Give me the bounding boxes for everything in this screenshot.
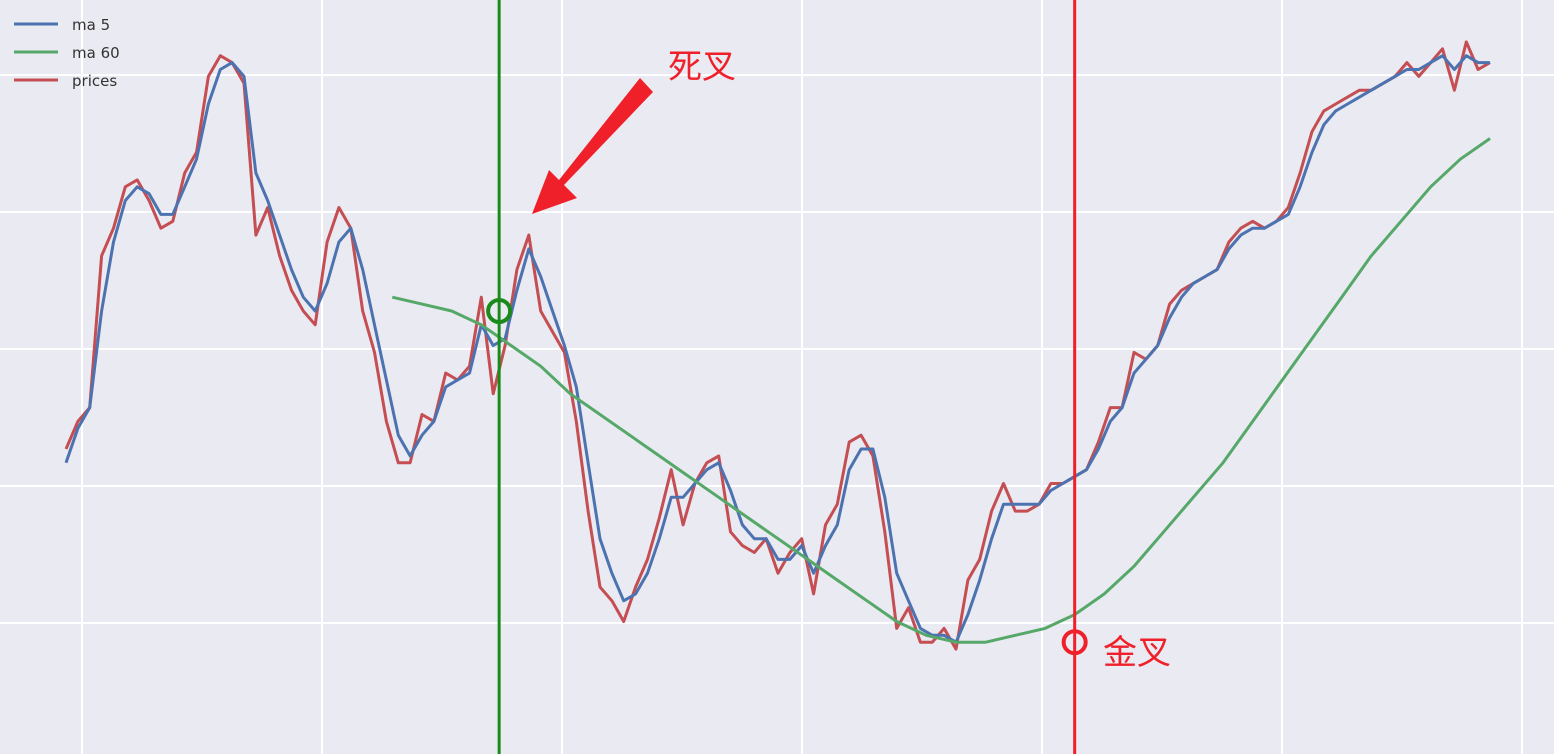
series-ma5-line — [64, 54, 1490, 644]
legend-label-ma5: ma 5 — [72, 16, 110, 34]
death-cross-label: 死叉 — [668, 47, 736, 87]
arrow-icon — [532, 78, 653, 214]
series-ma60-line — [391, 137, 1491, 644]
golden-cross-label: 金叉 — [1103, 633, 1171, 673]
crossover-markers — [486, 0, 1088, 754]
series-prices-line — [64, 40, 1491, 651]
legend: ma 5 ma 60 prices — [14, 16, 120, 90]
series-layer — [64, 40, 1491, 651]
annotations: 死叉 金叉 — [532, 47, 1171, 673]
legend-label-ma60: ma 60 — [72, 44, 120, 62]
golden-cross-circle — [1061, 629, 1088, 656]
death-cross-circle — [486, 298, 513, 324]
legend-label-prices: prices — [72, 72, 117, 90]
